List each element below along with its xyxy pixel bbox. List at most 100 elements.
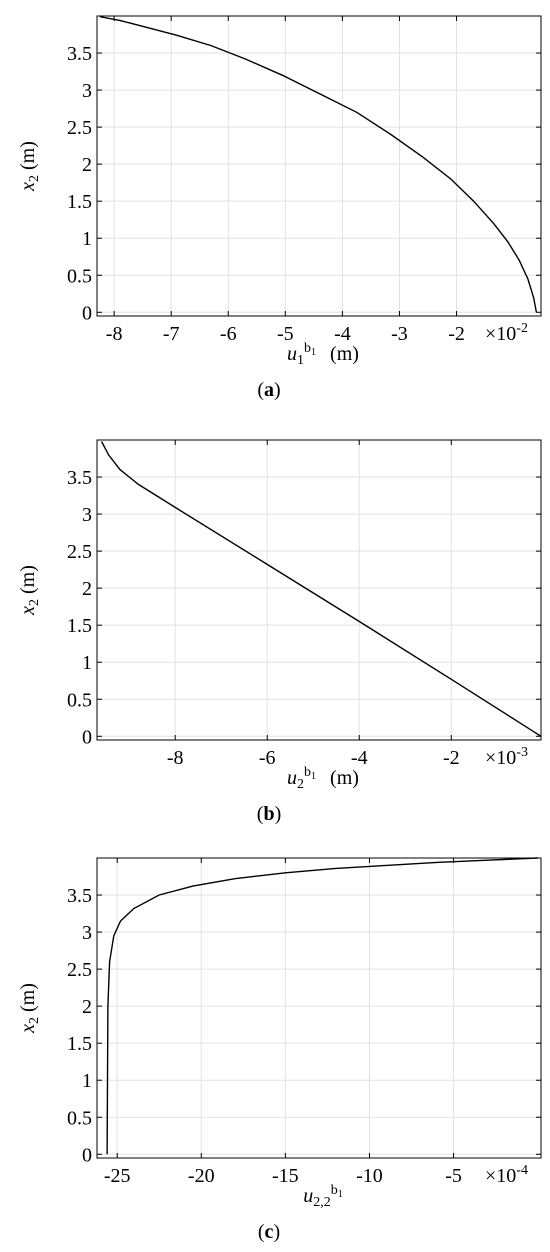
chart-b-series-line	[100, 441, 542, 737]
caption-close: )	[273, 1221, 280, 1243]
chart-b-y-tick-label: 1	[82, 652, 92, 674]
chart-a-x-tick-label: -4	[334, 323, 351, 345]
chart-a-svg: -8 -7 -6 -5 -4 -3 -200.511.522.533.5×10-2u1b1(…	[17, 15, 542, 401]
chart-b-caption: (b)	[257, 803, 281, 825]
chart-c-svg: -25 -20 -15 -10 -5 0 0.5 1 1.5 2 2.5 3 3.5 ×10-4 u2,2b…	[17, 857, 542, 1243]
caption-close: )	[275, 803, 282, 825]
chart-c-xlabel-sub: 2,2	[313, 1195, 331, 1210]
chart-a-xlabel-sup: b	[304, 341, 311, 356]
caption-open: (	[257, 379, 264, 401]
caption-letter: a	[264, 379, 274, 401]
chart-c-series-line	[106, 857, 538, 1155]
chart-c-x-tick-label: -15	[272, 1165, 299, 1187]
chart-b-xlabel-unit: (m)	[330, 767, 359, 789]
caption-open: (	[258, 1221, 265, 1243]
chart-c-x-axis-label: u2,2b1	[303, 1183, 343, 1210]
chart-c-y-tick-label: 2.5	[67, 959, 92, 981]
chart-a-y-tick-label: 2	[82, 154, 92, 176]
chart-c-x-multiplier: ×10-4	[485, 1163, 528, 1187]
figure-c: -25 -20 -15 -10 -5 0 0.5 1 1.5 2 2.5 3 3.5 ×10-4 u2,2b…	[0, 838, 550, 1252]
chart-c-y-tick-label: 0.5	[67, 1107, 92, 1129]
chart-b-xlabel-var: u	[287, 767, 297, 789]
chart-a-series-line	[99, 16, 538, 313]
chart-c-ylabel-sub: 2	[27, 1017, 42, 1024]
chart-a-y-tick-label: 0.5	[67, 265, 92, 287]
chart-b-y-axis-label: x2 (m)	[17, 565, 42, 616]
chart-a-caption: (a)	[257, 379, 280, 401]
chart-b-xlabel-sub: 2	[297, 777, 304, 792]
chart-b-x-tick-label: -6	[259, 747, 276, 769]
chart-a-x-tick-label: -7	[163, 323, 180, 345]
chart-a-x-tick-label: -2	[448, 323, 465, 345]
chart-b-xlabel-supsub: 1	[311, 771, 316, 782]
chart-b-x-tick-label: -2	[443, 747, 460, 769]
chart-c-xlabel-var: u	[303, 1185, 313, 1207]
chart-b-ylabel-sub: 2	[27, 599, 42, 606]
chart-a-x-tick-label: -6	[220, 323, 237, 345]
chart-c-y-tick-label: 0	[82, 1144, 92, 1166]
chart-c-y-tick-label: 2	[82, 996, 92, 1018]
chart-c-ylabel-var: x	[17, 1024, 39, 1034]
chart-c-x-tick-label: -25	[104, 1165, 131, 1187]
chart-a-xlabel-sub: 1	[297, 353, 304, 368]
caption-letter: b	[263, 803, 274, 825]
chart-a-x-multiplier: ×10-2	[485, 321, 528, 345]
chart-a-xlabel-unit: (m)	[330, 343, 359, 365]
chart-a-y-tick-label: 0	[82, 302, 92, 324]
chart-c-xlabel-supsub: 1	[338, 1189, 343, 1200]
chart-b-y-tick-label: 2.5	[67, 541, 92, 563]
chart-b-ylabel-unit: (m)	[17, 565, 39, 599]
chart-b-x-multiplier: ×10-3	[485, 745, 528, 769]
chart-a-ylabel-var: x	[17, 182, 39, 192]
chart-c-y-tick-label: 1.5	[67, 1033, 92, 1055]
chart-c-xlabel-sup: b	[331, 1183, 338, 1198]
chart-b-x-axis-label: u2b1 (m)	[287, 765, 359, 792]
chart-a-x-tick-label: -8	[106, 323, 123, 345]
chart-a-xlabel-var: u	[287, 343, 297, 365]
chart-b-y-tick-label: 1.5	[67, 615, 92, 637]
chart-c-y-tick-label: 3	[82, 922, 92, 944]
chart-c-x-tick-label: -5	[445, 1165, 462, 1187]
figure-b: -8 -6 -4 -2 0 0.5 1 1.5 2 2.5 3 3.5 ×10-3 u2b1 (m) x2 (…	[0, 420, 550, 830]
chart-c-caption: (c)	[258, 1221, 280, 1243]
caption-open: (	[257, 803, 264, 825]
chart-b-multiplier-base: ×10	[485, 747, 516, 769]
chart-a-x-axis-label: u1b1 (m)	[287, 341, 359, 368]
chart-b-x-tick-label: -4	[351, 747, 368, 769]
chart-a-y-tick-label: 1.5	[67, 191, 92, 213]
chart-c-plot-frame	[96, 857, 542, 1159]
chart-b-y-tick-label: 0.5	[67, 689, 92, 711]
caption-letter: c	[265, 1221, 274, 1243]
chart-a-y-tick-label: 1	[82, 228, 92, 250]
chart-a-x-tick-label: -3	[391, 323, 408, 345]
chart-b-y-tick-label: 3	[82, 504, 92, 526]
chart-a-multiplier-base: ×10	[485, 323, 516, 345]
chart-b-x-tick-label: -8	[167, 747, 184, 769]
chart-c-x-tick-label: -10	[356, 1165, 383, 1187]
chart-c-multiplier-base: ×10	[485, 1165, 516, 1187]
chart-b-plot-frame	[96, 439, 542, 741]
chart-c-y-axis-label: x2 (m)	[17, 983, 42, 1034]
chart-b-multiplier-exp: -3	[516, 745, 528, 760]
chart-c-y-tick-label: 1	[82, 1070, 92, 1092]
chart-a-plot-frame	[96, 15, 542, 317]
chart-b-y-tick-label: 3.5	[67, 467, 92, 489]
chart-a-y-tick-label: 3	[82, 80, 92, 102]
chart-a-ylabel-unit: (m)	[17, 141, 39, 175]
figure-a: -8 -7 -6 -5 -4 -3 -2 0 0.5 1 1.5 2 2.5 3 3.5 ×10-2 u1b1(…	[0, 0, 550, 410]
chart-a-y-tick-label: 3.5	[67, 43, 92, 65]
chart-b-y-tick-label: 2	[82, 578, 92, 600]
chart-b-xlabel-sup: b	[304, 765, 311, 780]
chart-b-y-tick-label: 0	[82, 726, 92, 748]
chart-c-x-tick-label: -20	[188, 1165, 215, 1187]
chart-a-y-tick-label: 2.5	[67, 117, 92, 139]
chart-c-y-tick-label: 3.5	[67, 885, 92, 907]
caption-close: )	[274, 379, 281, 401]
chart-b-ylabel-var: x	[17, 606, 39, 616]
chart-a-ylabel-sub: 2	[27, 175, 42, 182]
chart-a-y-axis-label: x2 (m)	[17, 141, 42, 192]
chart-c-ylabel-unit: (m)	[17, 983, 39, 1017]
chart-a-xlabel-supsub: 1	[311, 347, 316, 358]
chart-c-multiplier-exp: -4	[516, 1163, 528, 1178]
